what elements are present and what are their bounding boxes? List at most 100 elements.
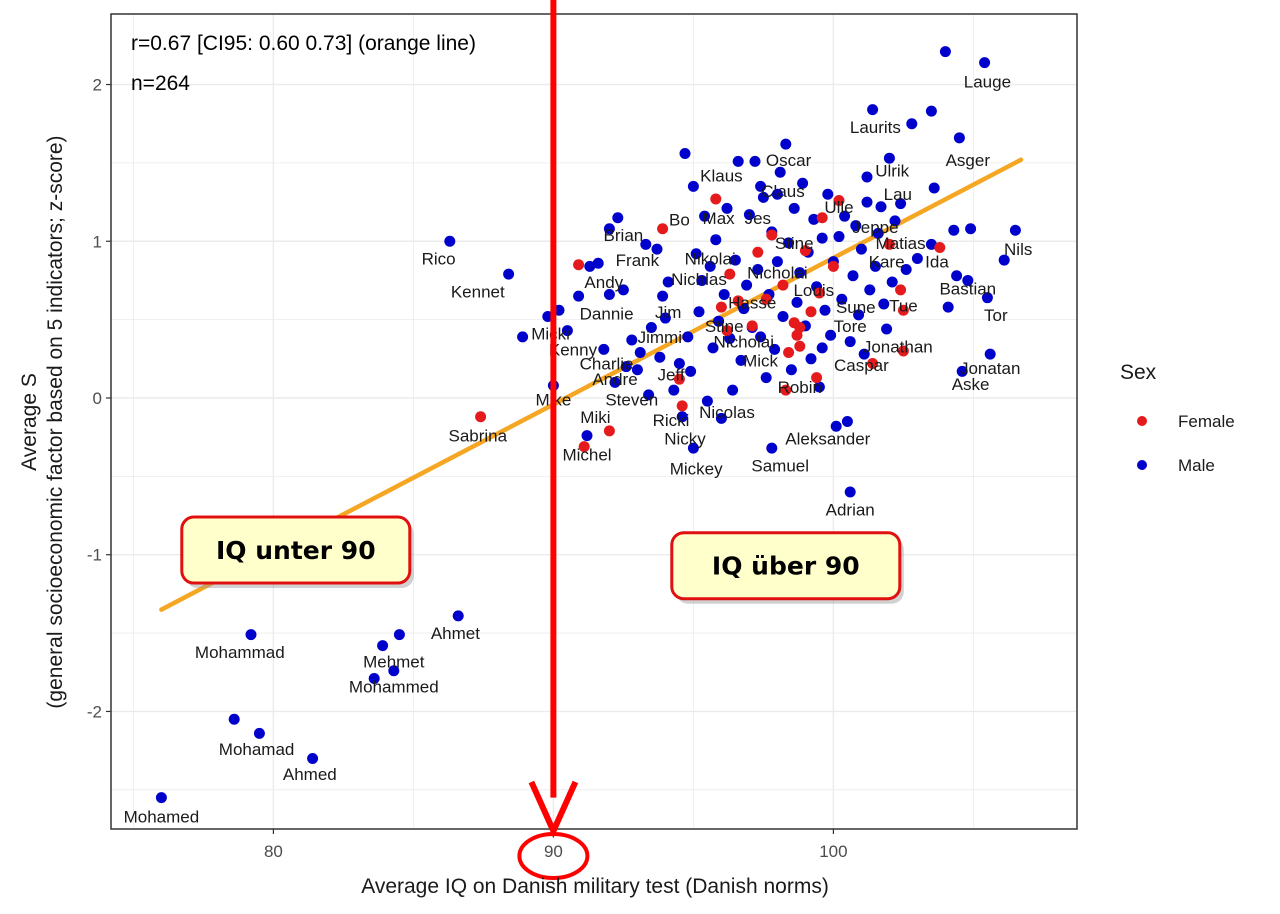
male-point — [872, 227, 884, 239]
point-label: Andre — [592, 370, 637, 389]
male-point — [785, 364, 797, 376]
male-point — [911, 253, 923, 264]
male-point — [713, 315, 725, 327]
male-point — [794, 267, 806, 279]
point-label: Nicholai — [747, 264, 807, 283]
male-point — [808, 213, 820, 225]
callout-text: IQ unter 90 — [216, 536, 376, 565]
female-point — [715, 301, 727, 313]
male-point — [609, 376, 621, 388]
point-label: Matias — [876, 234, 926, 253]
female-point — [721, 325, 733, 337]
female-point — [475, 411, 487, 423]
male-point — [651, 243, 663, 255]
female-point — [816, 212, 828, 224]
male-point — [771, 188, 783, 200]
male-point — [948, 224, 960, 236]
male-point — [718, 289, 730, 301]
female-point — [766, 229, 778, 241]
male-point — [584, 260, 596, 272]
male-point — [581, 430, 593, 442]
male-point — [833, 231, 845, 243]
point-label: Nicholai — [714, 333, 774, 352]
male-point — [755, 331, 767, 343]
point-label: Dannie — [580, 304, 634, 323]
male-point — [741, 279, 753, 291]
male-point — [662, 276, 674, 288]
female-point — [746, 320, 758, 332]
male-point — [822, 188, 834, 200]
y-axis-title: Average S (general socioeconomic factor … — [18, 135, 67, 708]
male-point — [573, 290, 585, 302]
panel-border — [110, 13, 1078, 830]
female-point — [805, 306, 817, 318]
x-tick-label: 90 — [544, 842, 563, 861]
female-point — [794, 321, 806, 333]
male-point — [732, 155, 744, 167]
female-point — [794, 340, 806, 352]
point-label: Hasse — [728, 293, 776, 312]
male-point — [864, 284, 876, 296]
male-point — [853, 309, 865, 321]
male-point — [771, 256, 783, 268]
male-point — [760, 372, 772, 384]
male-point — [245, 629, 257, 641]
highlight-circle — [517, 832, 590, 880]
male-point — [654, 351, 666, 363]
point-label: Frank — [616, 251, 660, 270]
female-point — [676, 400, 688, 412]
point-label: Max — [703, 209, 736, 228]
callout-box — [180, 515, 412, 585]
male-point — [1009, 224, 1021, 236]
point-label: Bo — [669, 210, 690, 229]
female-point — [777, 279, 789, 291]
male-point — [886, 276, 898, 288]
male-point — [844, 336, 856, 348]
point-label: Kennet — [451, 282, 505, 301]
male-point — [657, 290, 669, 302]
male-point — [640, 238, 652, 250]
male-point — [774, 166, 786, 178]
y-tick-label: -2 — [87, 702, 102, 721]
y-tick-label: -1 — [87, 546, 102, 565]
x-tick-label: 80 — [264, 842, 283, 861]
point-label: Mick — [743, 351, 778, 370]
male-point — [749, 155, 761, 167]
male-point — [797, 177, 809, 189]
male-point — [682, 331, 694, 343]
legend-title: Sex — [1120, 361, 1157, 384]
male-point — [659, 312, 671, 324]
female-point — [752, 246, 764, 258]
point-label: Klaus — [700, 166, 743, 185]
male-point — [757, 191, 769, 203]
male-point — [634, 347, 646, 359]
male-point — [819, 304, 831, 316]
male-point — [620, 361, 632, 373]
point-label: Bastian — [939, 279, 996, 298]
male-point — [704, 260, 716, 272]
male-point — [626, 334, 638, 346]
point-label: Oscar — [766, 151, 812, 170]
male-point — [155, 792, 167, 804]
y-tick-label: 1 — [93, 232, 102, 251]
point-label: Louis — [793, 281, 834, 300]
legend: Sex Female Male — [1120, 361, 1235, 475]
male-point — [858, 348, 870, 360]
point-label: Nicolas — [699, 403, 755, 422]
male-point — [503, 268, 515, 280]
male-point — [979, 57, 991, 69]
female-point — [883, 238, 895, 250]
point-label: Ahmet — [431, 624, 480, 643]
male-point — [769, 343, 781, 355]
male-point — [668, 384, 680, 396]
male-point — [906, 118, 918, 130]
male-point — [900, 263, 912, 275]
male-point — [377, 640, 389, 652]
male-point — [816, 342, 828, 354]
female-point — [827, 260, 839, 272]
point-labels: Lauge Laurits Asger Oscar Klaus Ulrik Claus Lau… — [124, 72, 1033, 826]
data-points — [155, 46, 1021, 804]
point-label: Charlie — [580, 355, 634, 374]
male-point — [393, 629, 405, 641]
